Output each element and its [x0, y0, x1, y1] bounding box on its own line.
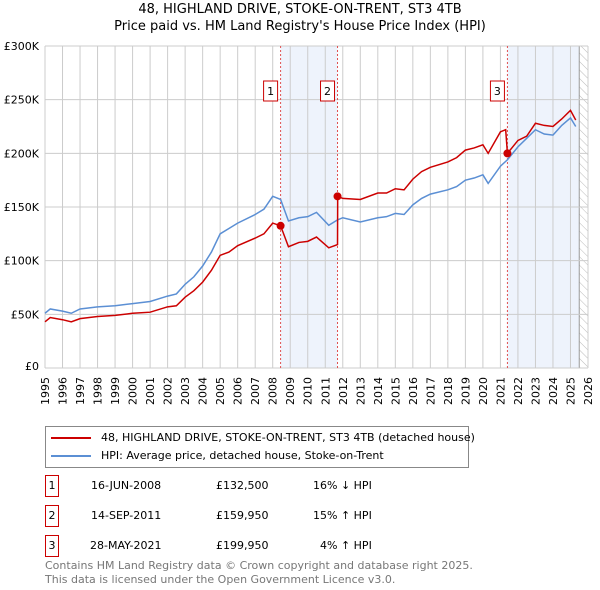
y-tick-label: £250K [4, 94, 40, 107]
x-tick-label: 2001 [144, 377, 157, 405]
sale-point [503, 149, 512, 158]
x-tick-label: 2005 [214, 377, 227, 405]
price-paid-line [44, 109, 577, 323]
legend-blue-line [51, 454, 91, 457]
x-tick-label: 2015 [389, 377, 402, 405]
sale-date: 14-SEP-2011 [91, 509, 162, 522]
sale-hpi: 15% ↑ HPI [313, 509, 372, 522]
x-tick-label: 2013 [354, 377, 367, 405]
sale-marker-number: 3 [494, 85, 501, 98]
x-tick-label: 2007 [249, 377, 262, 405]
x-tick-label: 2004 [197, 377, 210, 405]
sale-point [276, 221, 285, 230]
sale-hpi: 4% ↑ HPI [320, 539, 372, 552]
sale-point [333, 192, 342, 201]
x-tick-label: 2020 [477, 377, 490, 405]
sale-price: £159,950 [216, 509, 269, 522]
legend: 48, HIGHLAND DRIVE, STOKE-ON-TRENT, ST3 … [45, 426, 475, 468]
legend-label-property: 48, HIGHLAND DRIVE, STOKE-ON-TRENT, ST3 … [101, 431, 475, 444]
sale-row: 3 28-MAY-2021 £199,950 4% ↑ HPI [45, 535, 445, 557]
x-tick-label: 2014 [372, 377, 385, 405]
sale-marker-box [489, 80, 505, 102]
y-tick-label: £300K [4, 40, 40, 53]
x-tick-label: 2010 [302, 377, 315, 405]
x-tick-label: 2016 [407, 377, 420, 405]
legend-red-line [51, 436, 91, 439]
hpi-line [44, 116, 577, 315]
y-tick-label: £200K [4, 147, 40, 160]
x-tick-label: 2006 [232, 377, 245, 405]
x-tick-label: 2009 [284, 377, 297, 405]
y-tick-label: £50K [11, 308, 40, 321]
sale-marker-label: 3 [45, 535, 59, 557]
footer: Contains HM Land Registry data © Crown c… [45, 559, 473, 587]
x-tick-label: 2025 [564, 377, 577, 405]
footer-line2: This data is licensed under the Open Gov… [45, 573, 396, 586]
y-tick-label: £150K [4, 201, 40, 214]
x-tick-label: 1998 [92, 377, 105, 405]
x-tick-label: 2022 [512, 377, 525, 405]
x-tick-label: 2021 [494, 377, 507, 405]
x-tick-label: 2017 [424, 377, 437, 405]
sale-price: £199,950 [216, 539, 269, 552]
plot-area: 1995 1996 1997 1998 1999 2000 2001 2002 2003 2004… [4, 40, 595, 405]
footer-line1: Contains HM Land Registry data © Crown c… [45, 559, 473, 572]
x-tick-label: 2008 [267, 377, 280, 405]
chart-title: 48, HIGHLAND DRIVE, STOKE-ON-TRENT, ST3 … [138, 2, 462, 17]
x-tick-label: 1996 [57, 377, 70, 405]
sale-row: 2 14-SEP-2011 £159,950 15% ↑ HPI [45, 505, 445, 527]
x-tick-label: 2019 [459, 377, 472, 405]
sale-marker-number: 1 [267, 85, 274, 98]
x-tick-label: 2026 [582, 377, 595, 405]
sale-date: 16-JUN-2008 [91, 479, 162, 492]
y-tick-label: £100K [4, 255, 40, 268]
x-tick-label: 2003 [179, 377, 192, 405]
x-tick-label: 2012 [337, 377, 350, 405]
x-tick-label: 2023 [529, 377, 542, 405]
sale-price: £132,500 [216, 479, 269, 492]
y-tick-label: £0 [25, 360, 39, 373]
legend-label-hpi: HPI: Average price, detached house, Stok… [101, 449, 384, 462]
x-tick-label: 2002 [162, 377, 175, 405]
chart-subtitle: Price paid vs. HM Land Registry's House … [114, 19, 486, 34]
x-tick-label: 1997 [74, 377, 87, 405]
x-tick-label: 1999 [109, 377, 122, 405]
x-tick-label: 2018 [442, 377, 455, 405]
x-tick-label: 2024 [547, 377, 560, 405]
sale-row: 1 16-JUN-2008 £132,500 16% ↓ HPI [45, 475, 445, 497]
x-tick-label: 2011 [319, 377, 332, 405]
sale-hpi: 16% ↓ HPI [313, 479, 372, 492]
sale-marker-label: 2 [45, 505, 59, 527]
sale-marker-number: 2 [324, 85, 331, 98]
sale-marker-box [320, 80, 336, 102]
sale-marker-box [263, 80, 279, 102]
sale-marker-label: 1 [45, 475, 59, 497]
x-tick-label: 2000 [127, 377, 140, 405]
sale-date: 28-MAY-2021 [90, 539, 162, 552]
x-tick-label: 1995 [39, 377, 52, 405]
